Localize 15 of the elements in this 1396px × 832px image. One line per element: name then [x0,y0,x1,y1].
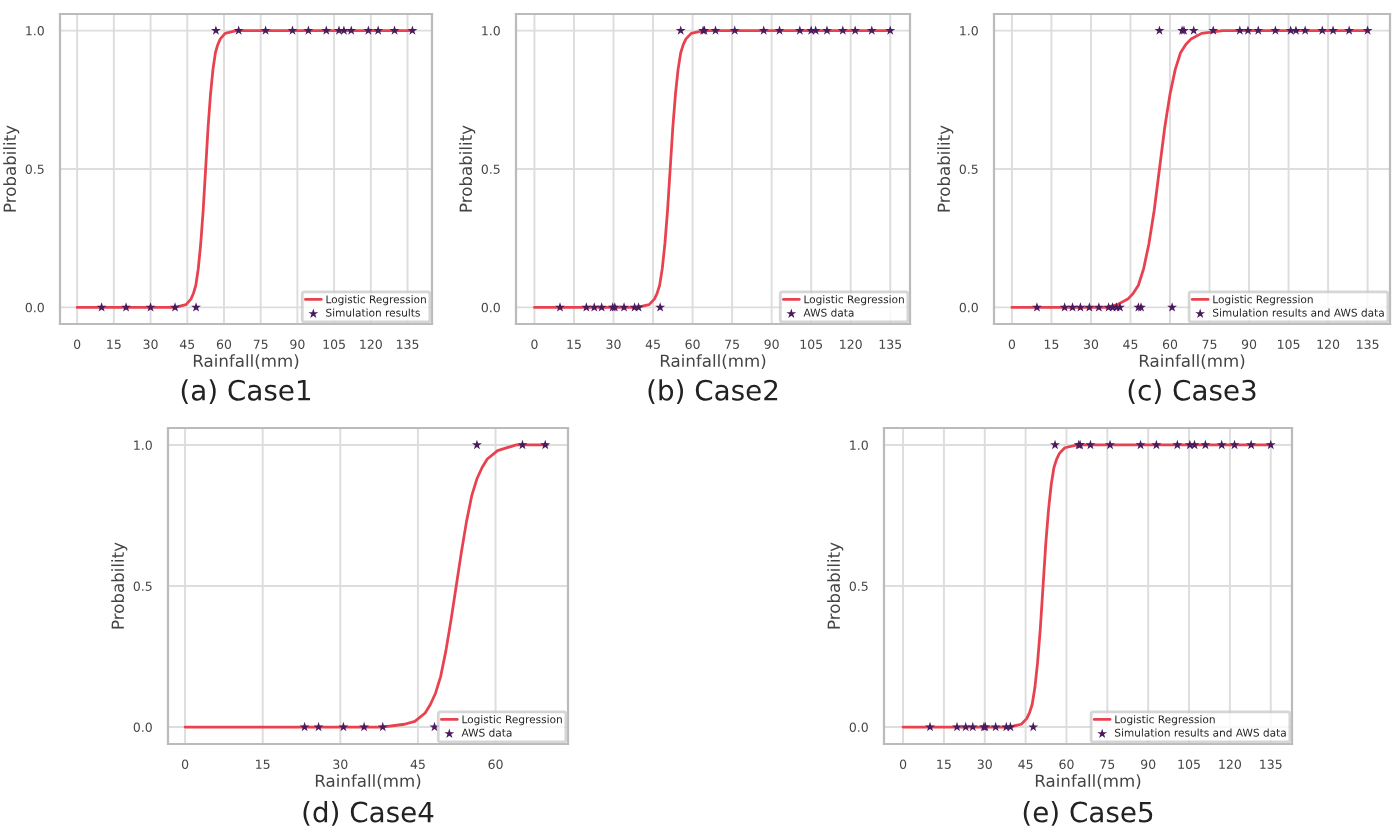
text: (d) Case4 [303,801,434,826]
x-axis-title: Rainfall(mm) [1139,354,1245,370]
text: (b) Case2 [648,379,778,404]
y-axis-title: Probability [111,542,128,629]
y-axis-title: Probability [937,125,954,212]
text: (c) Case3 [1128,379,1256,404]
y-axis-title: Probability [827,542,844,629]
x-axis-title: Rainfall(mm) [1035,774,1141,790]
x-axis-title: Rainfall(mm) [193,354,299,370]
x-axis-title: Rainfall(mm) [315,774,421,790]
y-axis-title: Probability [459,125,476,212]
x-axis-title: Rainfall(mm) [660,354,766,370]
y-axis-title: Probability [3,125,20,212]
text: (e) Case5 [1023,801,1153,826]
text: (a) Case1 [181,379,311,404]
